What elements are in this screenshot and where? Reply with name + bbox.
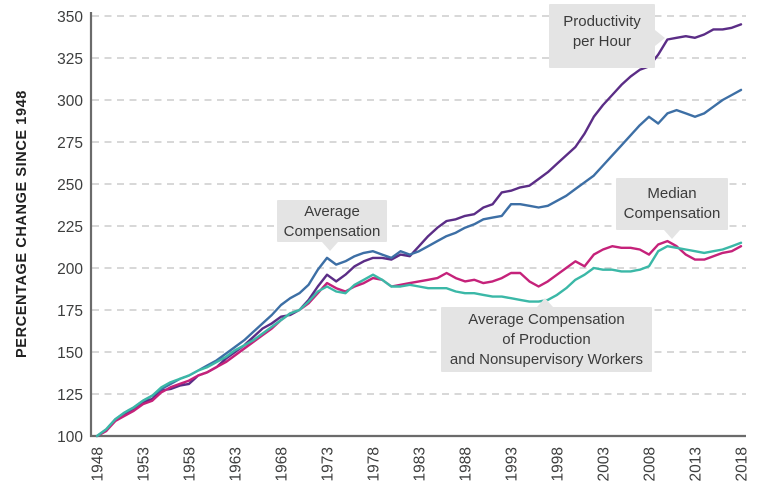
annotation-text: Compensation — [623, 205, 721, 222]
y-tick-label: 225 — [57, 219, 83, 236]
annotation-text: per Hour — [572, 33, 632, 50]
annotation-text: Productivity — [563, 13, 641, 30]
annotation-pointer-up — [537, 298, 553, 307]
y-tick-label: 100 — [57, 429, 83, 446]
x-tick-label: 1963 — [228, 447, 245, 481]
x-tick-label: 2003 — [596, 447, 613, 481]
annotation-text: of Production — [502, 331, 591, 348]
x-tick-label: 1978 — [366, 447, 383, 481]
x-tick-label: 2018 — [734, 447, 751, 481]
series-line-production-nonsupervisory — [95, 241, 743, 438]
x-tick-label: 1958 — [182, 447, 199, 481]
y-tick-label: 350 — [57, 9, 83, 26]
x-tick-label: 1998 — [550, 447, 567, 481]
y-tick-label: 325 — [57, 51, 83, 68]
x-tick-label: 1953 — [136, 447, 153, 481]
annotation-text: Average — [304, 203, 360, 220]
x-tick-label: 1948 — [90, 447, 107, 481]
y-tick-label: 300 — [57, 93, 83, 110]
annotation-text: Compensation — [283, 223, 381, 240]
annotation-text: Average Compensation — [468, 311, 625, 328]
annotation-productivity-per-hour: Productivity per Hour — [549, 4, 665, 68]
y-tick-label: 150 — [57, 345, 83, 362]
y-tick-label: 175 — [57, 303, 83, 320]
annotation-pointer-right — [655, 30, 665, 46]
x-tick-label: 1988 — [458, 447, 475, 481]
annotation-pointer-down — [322, 242, 338, 251]
annotation-text: Median — [647, 185, 697, 202]
y-tick-label: 125 — [57, 387, 83, 404]
series-line-median-compensation — [95, 239, 743, 438]
x-tick-label: 1973 — [320, 447, 337, 481]
y-tick-label: 200 — [57, 261, 83, 278]
annotation-average-compensation: Average Compensation — [277, 200, 387, 251]
x-tick-label: 2008 — [642, 447, 659, 481]
annotation-production-nonsupervisory: Average Compensation of Production and N… — [441, 298, 652, 372]
annotation-pointer-down — [664, 230, 680, 239]
annotation-text: and Nonsupervisory Workers — [449, 351, 644, 368]
y-tick-label: 250 — [57, 177, 83, 194]
x-tick-label: 1993 — [504, 447, 521, 481]
annotation-median-compensation: Median Compensation — [616, 178, 728, 239]
x-tick-label: 1983 — [412, 447, 429, 481]
x-tick-label: 2013 — [688, 447, 705, 481]
y-axis-title: PERCENTAGE CHANGE SINCE 1948 — [14, 90, 30, 358]
y-tick-label: 275 — [57, 135, 83, 152]
x-tick-label: 1968 — [274, 447, 291, 481]
